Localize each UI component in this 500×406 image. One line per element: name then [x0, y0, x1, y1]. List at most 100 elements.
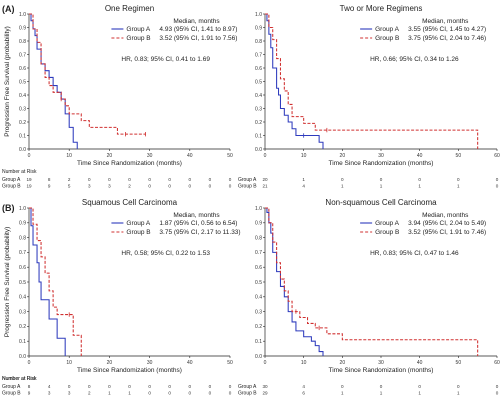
y-axis-title: Progression Free Survival (probability) — [4, 227, 11, 338]
y-tick-label: 0.4 — [255, 295, 262, 301]
risk-title: Number at Risk — [2, 376, 37, 382]
risk-count: 0 — [68, 384, 71, 389]
legend-title: Median, months — [422, 18, 469, 25]
risk-row-label: Group A — [2, 177, 21, 183]
risk-count: 0 — [168, 184, 171, 189]
x-tick-label: 50 — [227, 360, 233, 366]
panel-title: Squamous Cell Carcinoma — [82, 198, 178, 207]
y-tick-label: 0.1 — [255, 339, 262, 345]
panel-label-b: (B) — [2, 203, 15, 213]
risk-count: 3 — [88, 184, 91, 189]
x-tick-label: 30 — [378, 360, 384, 366]
legend-label: Group B — [126, 35, 150, 42]
risk-count: 1 — [380, 184, 383, 189]
y-tick-label: 0.6 — [19, 66, 26, 72]
x-axis-title: Time Since Randomization (months) — [77, 367, 182, 374]
risk-count: 0 — [128, 177, 131, 182]
risk-count: 2 — [88, 391, 91, 396]
median-text: 3.52 (95% CI, 1.91 to 7.56) — [159, 35, 237, 42]
km-panel-2: 0.00.10.20.30.40.50.60.70.80.91.00 10 20 30… — [238, 4, 500, 190]
km-panel-3: 0.00.10.20.30.40.50.60.70.80.91.00 10 20 30… — [2, 198, 241, 397]
risk-count: 0 — [148, 184, 151, 189]
legend-label: Group B — [126, 229, 150, 236]
risk-count: 8 — [28, 384, 31, 389]
risk-count: 0 — [189, 177, 192, 182]
risk-count: 2 — [68, 177, 71, 182]
x-axis-title: Time Since Randomization (months) — [329, 367, 434, 374]
risk-count: 1 — [128, 391, 131, 396]
risk-count: 0 — [457, 177, 460, 182]
risk-title: Number at Risk — [2, 376, 37, 382]
median-text: 3.75 (95% CI, 2.17 to 11.33) — [159, 229, 240, 236]
risk-count: 0 — [380, 384, 383, 389]
km-curve-group-b — [29, 13, 146, 135]
km-curve-group-a — [29, 13, 78, 149]
risk-count: 30 — [262, 384, 268, 389]
risk-count: 0 — [229, 184, 232, 189]
y-tick-label: 0.3 — [255, 309, 262, 315]
panel-title: Two or More Regimens — [340, 4, 423, 13]
y-tick-label: 0.6 — [255, 265, 262, 271]
x-tick-label: 50 — [456, 153, 462, 159]
risk-count: 0 — [148, 177, 151, 182]
y-tick-label: 0.0 — [19, 147, 26, 153]
risk-count: 1 — [302, 177, 305, 182]
x-tick-label: 40 — [187, 153, 193, 159]
panel-title: Non-squamous Cell Carcinoma — [325, 198, 437, 207]
risk-count: 0 — [457, 384, 460, 389]
risk-count: 0 — [341, 384, 344, 389]
km-panel-1: 0.00.10.20.30.40.50.60.70.80.91.00 10 20 30… — [2, 4, 237, 190]
median-text: 3.55 (95% CI, 1.45 to 4.27) — [408, 26, 486, 33]
y-tick-label: 0.5 — [255, 280, 262, 286]
km-curve-group-b — [29, 207, 82, 356]
panels: 0.00.10.20.30.40.50.60.70.80.91.00 10 20 30… — [2, 4, 500, 397]
y-tick-label: 0.2 — [19, 120, 26, 126]
y-tick-label: 0.5 — [19, 280, 26, 286]
risk-row-label: Group B — [238, 184, 257, 190]
y-tick-label: 1.0 — [19, 206, 26, 212]
risk-count: 2 — [128, 184, 131, 189]
risk-count: 0 — [148, 391, 151, 396]
risk-count: 5 — [68, 184, 71, 189]
x-axis-title: Time Since Randomization (months) — [329, 160, 434, 167]
risk-count: 0 — [88, 177, 91, 182]
risk-count: 0 — [88, 384, 91, 389]
risk-count: 19 — [26, 177, 32, 182]
risk-row-label: Group A — [238, 384, 257, 390]
legend-label: Group A — [126, 220, 151, 227]
risk-count: 0 — [168, 177, 171, 182]
y-tick-label: 0.9 — [255, 25, 262, 31]
x-tick-label: 20 — [107, 153, 113, 159]
risk-count: 0 — [209, 384, 212, 389]
risk-count: 1 — [457, 391, 460, 396]
risk-count: 29 — [262, 391, 268, 396]
y-tick-label: 0.7 — [255, 250, 262, 256]
y-tick-label: 0.8 — [255, 39, 262, 45]
y-tick-label: 0.9 — [19, 221, 26, 227]
risk-count: 0 — [418, 384, 421, 389]
risk-count: 8 — [48, 177, 51, 182]
y-tick-label: 0.1 — [19, 133, 26, 139]
risk-count: 0 — [209, 391, 212, 396]
risk-count: 0 — [496, 391, 499, 396]
y-tick-label: 0.4 — [19, 295, 26, 301]
y-tick-label: 0.0 — [255, 354, 262, 360]
y-axis-title: Progression Free Survival (probability) — [4, 26, 11, 137]
y-tick-label: 0.7 — [19, 52, 26, 58]
y-tick-label: 0.5 — [19, 79, 26, 85]
risk-count: 0 — [189, 184, 192, 189]
risk-count: 0 — [209, 184, 212, 189]
median-text: 3.94 (95% CI, 2.04 to 5.49) — [408, 220, 486, 227]
x-tick-label: 0 — [28, 360, 31, 366]
median-text: 1.87 (95% CI, 0.56 to 6.54) — [159, 220, 237, 227]
risk-row-label: Group A — [2, 384, 21, 390]
y-tick-label: 0.4 — [19, 93, 26, 99]
y-tick-label: 0.9 — [255, 221, 262, 227]
x-tick-label: 30 — [147, 153, 153, 159]
risk-title: Number at Risk — [2, 169, 37, 175]
risk-count: 0 — [108, 177, 111, 182]
hr-annotation: HR, 0.58; 95% CI, 0.22 to 1.53 — [121, 250, 210, 257]
risk-count: 4 — [302, 384, 305, 389]
x-tick-label: 50 — [456, 360, 462, 366]
